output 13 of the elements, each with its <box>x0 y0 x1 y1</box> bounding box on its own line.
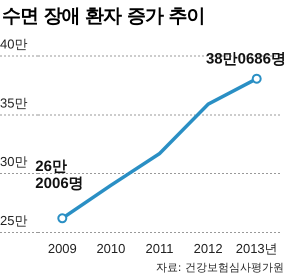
x-tick-label: 2009 <box>48 240 77 256</box>
y-tick-label: 35만 <box>0 95 28 110</box>
chart-title: 수면 장애 환자 증가 추이 <box>2 4 206 28</box>
x-tick-label: 2013년 <box>236 240 278 256</box>
x-tick-label: 2012 <box>194 240 223 256</box>
y-tick-label: 40만 <box>0 36 28 52</box>
y-tick-label: 30만 <box>0 154 28 170</box>
x-tick-label: 2011 <box>146 240 174 256</box>
annotation: 38만0686명 <box>206 50 286 68</box>
text: 자료: 건강보험심사평가원 <box>154 260 284 275</box>
y-tick-label: 25만 <box>0 212 28 228</box>
x-tick-label: 2010 <box>96 240 126 256</box>
annotation: 26만 2006명 <box>35 158 84 192</box>
